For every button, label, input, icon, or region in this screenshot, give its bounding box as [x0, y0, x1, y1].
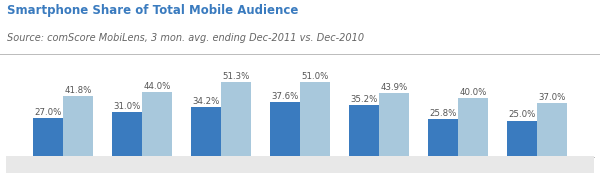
Text: 40.0%: 40.0%	[460, 88, 487, 97]
Text: 34.2%: 34.2%	[192, 97, 220, 106]
Text: 35.2%: 35.2%	[350, 95, 378, 104]
Bar	[458, 98, 488, 157]
Text: 44.0%: 44.0%	[143, 82, 170, 91]
Text: 27.0%: 27.0%	[34, 108, 61, 117]
Bar	[112, 112, 142, 157]
Bar	[270, 102, 300, 157]
Text: 25.0%: 25.0%	[509, 110, 536, 119]
Bar	[191, 107, 221, 157]
Bar	[507, 121, 537, 157]
Text: 51.0%: 51.0%	[301, 72, 329, 81]
Text: 25.8%: 25.8%	[430, 109, 457, 118]
Text: Smartphone Share of Total Mobile Audience: Smartphone Share of Total Mobile Audienc…	[7, 4, 299, 17]
Bar	[428, 119, 458, 157]
Bar	[63, 96, 93, 157]
Bar	[221, 82, 251, 157]
Bar	[349, 105, 379, 157]
Text: 51.3%: 51.3%	[222, 72, 250, 81]
Text: 41.8%: 41.8%	[64, 86, 91, 95]
Text: 31.0%: 31.0%	[113, 102, 140, 111]
Bar	[537, 103, 567, 157]
Bar	[379, 93, 409, 157]
Text: 37.6%: 37.6%	[271, 92, 299, 101]
Bar	[33, 118, 63, 157]
Text: 37.0%: 37.0%	[539, 93, 566, 102]
Bar	[142, 93, 172, 157]
Bar	[300, 82, 330, 157]
Text: Source: comScore MobiLens, 3 mon. avg. ending Dec-2011 vs. Dec-2010: Source: comScore MobiLens, 3 mon. avg. e…	[7, 33, 364, 43]
Text: 43.9%: 43.9%	[380, 83, 408, 92]
